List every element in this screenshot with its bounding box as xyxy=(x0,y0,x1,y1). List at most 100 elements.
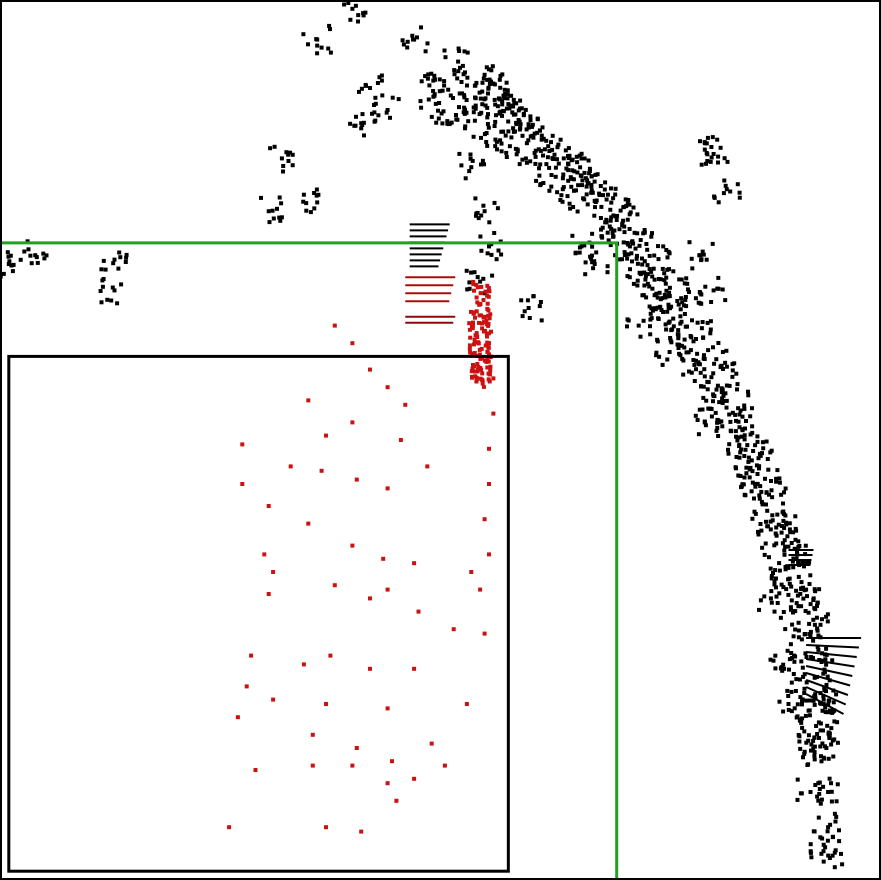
data-point xyxy=(735,438,740,443)
data-point xyxy=(592,213,597,218)
data-point xyxy=(835,740,840,745)
data-point xyxy=(651,266,656,271)
data-point xyxy=(472,364,477,369)
data-point xyxy=(483,289,488,294)
data-point xyxy=(433,101,438,106)
data-point xyxy=(667,285,672,290)
data-point xyxy=(590,260,595,265)
data-point xyxy=(566,162,571,167)
data-point xyxy=(799,720,804,725)
data-point xyxy=(839,851,843,856)
data-point xyxy=(485,301,490,306)
data-point xyxy=(549,140,553,145)
data-point xyxy=(547,165,552,170)
data-point xyxy=(268,146,273,151)
data-point xyxy=(480,80,485,85)
data-point xyxy=(470,326,475,331)
data-point xyxy=(655,339,660,344)
data-point xyxy=(778,615,783,620)
data-point xyxy=(368,596,372,601)
data-point xyxy=(373,118,378,123)
data-point xyxy=(642,230,647,235)
data-point xyxy=(471,320,475,325)
data-point xyxy=(679,319,684,324)
data-point xyxy=(419,25,423,30)
data-point xyxy=(769,589,774,594)
data-point xyxy=(821,728,825,733)
data-point xyxy=(6,262,11,266)
data-point xyxy=(777,480,782,485)
data-point xyxy=(840,862,845,867)
data-point xyxy=(575,160,580,165)
data-point xyxy=(569,184,574,189)
data-point xyxy=(485,105,490,110)
data-point xyxy=(489,252,494,257)
data-point xyxy=(825,723,830,728)
data-point xyxy=(689,370,694,375)
data-point xyxy=(770,518,775,523)
data-point xyxy=(301,32,306,37)
data-point xyxy=(519,106,524,111)
data-point xyxy=(443,55,448,60)
data-point xyxy=(680,300,685,305)
data-point xyxy=(487,81,492,86)
data-point xyxy=(793,609,798,614)
data-point xyxy=(687,240,692,245)
data-point xyxy=(627,212,632,217)
data-point xyxy=(782,548,787,553)
data-point xyxy=(470,351,475,356)
data-point xyxy=(497,97,502,102)
data-point xyxy=(786,707,791,712)
data-point xyxy=(769,576,774,581)
data-point xyxy=(645,247,650,252)
data-point xyxy=(603,220,608,225)
data-point xyxy=(638,334,643,339)
data-point xyxy=(560,199,565,204)
data-point xyxy=(279,215,284,220)
data-point xyxy=(455,76,460,81)
data-point xyxy=(533,161,538,166)
data-point xyxy=(767,555,771,560)
data-point xyxy=(656,244,660,249)
data-point xyxy=(627,275,632,280)
data-point xyxy=(724,364,729,369)
data-point xyxy=(685,324,689,329)
data-point xyxy=(590,244,595,249)
data-point xyxy=(793,537,798,542)
data-point xyxy=(803,609,808,613)
data-point xyxy=(793,689,798,693)
data-point xyxy=(744,465,749,470)
data-point xyxy=(774,594,779,599)
data-point xyxy=(592,259,597,264)
data-point xyxy=(385,781,390,786)
data-point xyxy=(772,579,777,584)
data-point xyxy=(757,464,762,469)
data-point xyxy=(711,345,715,350)
data-point xyxy=(112,257,117,262)
data-point xyxy=(486,286,491,290)
data-point xyxy=(514,152,519,157)
data-point xyxy=(819,759,824,764)
data-point xyxy=(821,842,826,847)
data-point xyxy=(493,102,498,107)
data-point xyxy=(773,531,778,536)
data-point xyxy=(536,147,541,152)
data-point xyxy=(687,290,691,294)
data-point xyxy=(487,446,491,451)
data-point xyxy=(802,751,807,756)
data-point xyxy=(528,118,533,123)
data-point xyxy=(469,309,473,314)
data-point xyxy=(737,190,742,195)
data-point xyxy=(829,799,834,804)
data-point xyxy=(454,113,458,117)
data-point xyxy=(359,829,364,834)
data-point xyxy=(487,372,492,377)
data-point xyxy=(600,225,605,230)
data-point xyxy=(5,250,10,255)
data-point xyxy=(455,117,460,122)
data-point xyxy=(485,334,489,339)
data-point xyxy=(473,374,478,379)
data-point xyxy=(567,201,572,206)
data-point xyxy=(750,480,755,485)
data-point xyxy=(332,583,337,588)
